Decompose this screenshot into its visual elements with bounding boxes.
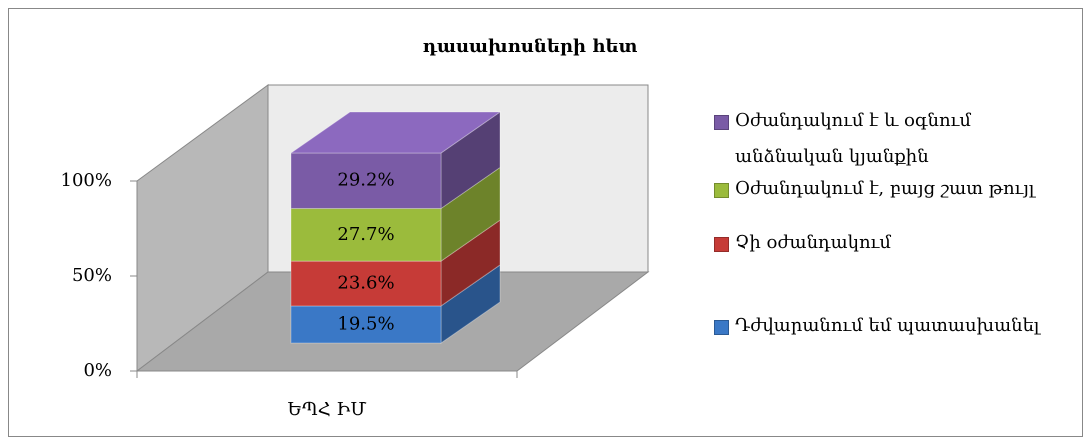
bar (290, 305, 442, 344)
x-tick-label: ԵՊՀ ԻՄ (288, 399, 368, 420)
legend-marker (714, 237, 729, 252)
legend-label: Չի օժանդակում (735, 232, 891, 253)
data-label: 29.2% (337, 170, 394, 191)
legend-item: Օժանդակում է և օգնում անձնական կյանքին (714, 103, 1044, 175)
data-label: 23.6% (337, 273, 394, 294)
legend-label: Օժանդակում է, բայց շատ թույլ (735, 178, 1035, 199)
legend-marker (714, 320, 729, 335)
legend-label: Դժվարանում եմ պատասխանել (735, 315, 1040, 336)
legend-marker (714, 115, 729, 130)
y-tick-label: 100% (61, 170, 112, 191)
data-label: 27.7% (337, 224, 394, 245)
legend-item: Դժվարանում եմ պատասխանել (714, 308, 1044, 344)
legend-marker (714, 183, 729, 198)
legend-label: Օժանդակում է և օգնում անձնական կյանքին (735, 110, 971, 167)
bar (290, 260, 442, 307)
y-tick-label: 50% (72, 265, 112, 286)
chart-title: դասախոսների հետ (423, 36, 638, 57)
data-label: 19.5% (337, 313, 394, 334)
y-tick-label: 0% (83, 360, 112, 381)
bar (290, 207, 442, 262)
bar (290, 152, 442, 209)
bar-top (289, 111, 502, 154)
legend-item: Չի օժանդակում (714, 225, 1044, 261)
legend-item: Օժանդակում է, բայց շատ թույլ (714, 171, 1044, 207)
